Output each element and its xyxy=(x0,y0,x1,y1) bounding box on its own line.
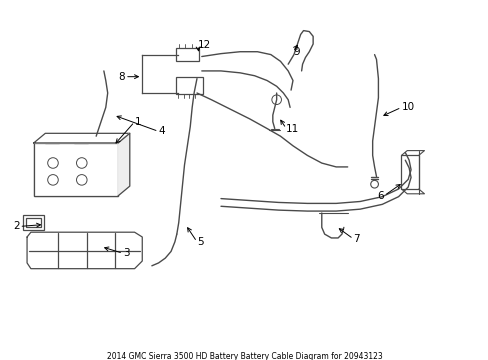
Text: 8: 8 xyxy=(118,72,125,82)
Text: 2014 GMC Sierra 3500 HD Battery Battery Cable Diagram for 20943123: 2014 GMC Sierra 3500 HD Battery Battery … xyxy=(106,352,382,360)
Text: 1: 1 xyxy=(134,117,141,127)
Text: 4: 4 xyxy=(158,126,165,136)
Bar xyxy=(176,77,203,94)
Bar xyxy=(26,218,41,228)
Bar xyxy=(34,143,118,196)
Polygon shape xyxy=(118,133,129,196)
Bar xyxy=(34,143,118,196)
Text: 2: 2 xyxy=(13,221,20,231)
Bar xyxy=(23,215,44,230)
Text: 7: 7 xyxy=(353,234,359,244)
Bar xyxy=(74,135,87,143)
Text: 5: 5 xyxy=(197,237,203,247)
Text: 10: 10 xyxy=(401,102,414,112)
Text: 6: 6 xyxy=(377,191,384,201)
Text: 3: 3 xyxy=(123,248,129,258)
Text: 9: 9 xyxy=(292,47,299,57)
Text: 11: 11 xyxy=(285,123,299,134)
Polygon shape xyxy=(34,133,129,143)
Bar xyxy=(45,135,59,143)
Bar xyxy=(176,48,199,61)
Text: 12: 12 xyxy=(198,40,211,50)
Bar xyxy=(401,156,418,189)
